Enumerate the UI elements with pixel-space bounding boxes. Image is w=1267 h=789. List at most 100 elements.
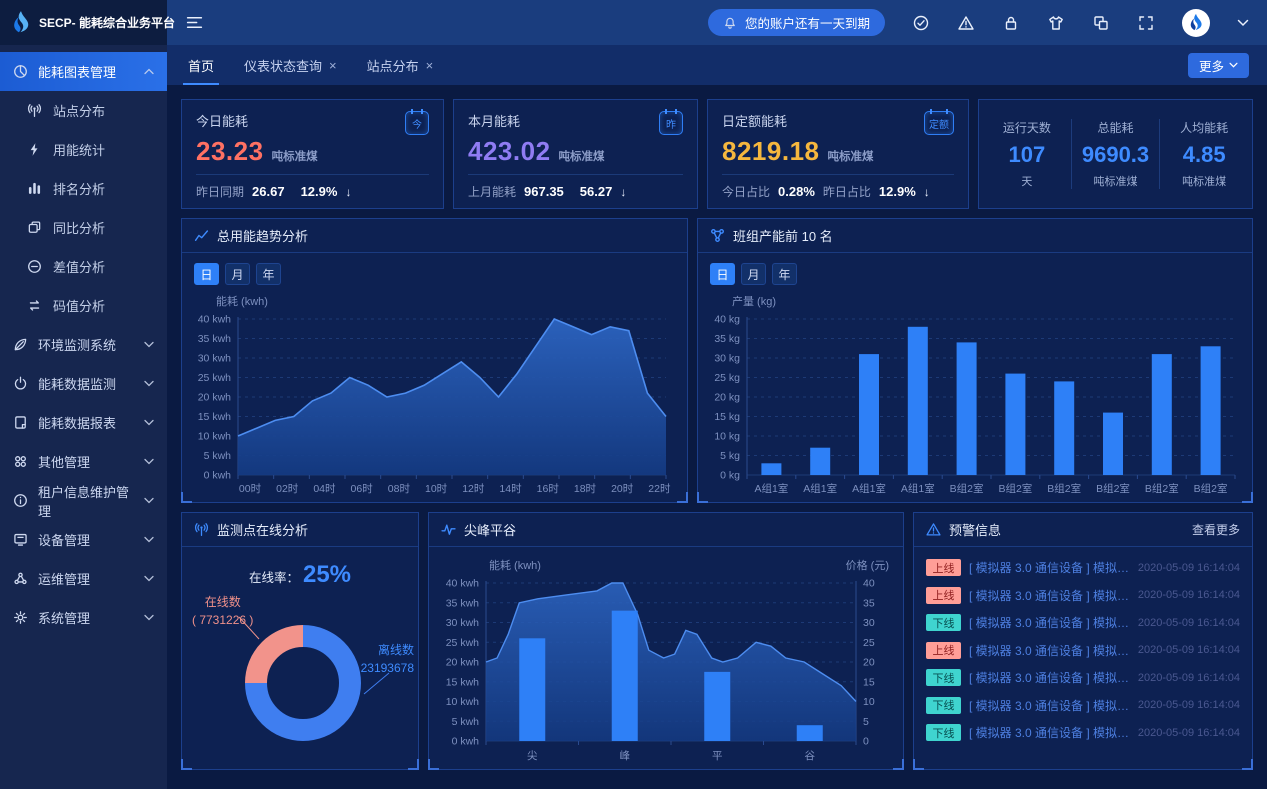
main-content: 今日能耗 今 23.23 吨标准煤 昨日同期 26.67 12.9% ↓ 本月能耗… [167,85,1267,789]
tab-month[interactable]: 月 [225,263,250,285]
switch-language-icon[interactable] [1092,14,1110,32]
tab-day[interactable]: 日 [194,263,219,285]
card-month-energy: 本月能耗 昨 423.02 吨标准煤 上月能耗 967.35 56.27 ↓ [453,99,698,209]
alert-row[interactable]: 下线 [ 模拟器 3.0 通信设备 ] 模拟器 3.0... 2020-05-09 … [926,609,1240,637]
alert-row[interactable]: 上线 [ 模拟器 3.0 通信设备 ] 模拟器 3.0... 2020-05-09 … [926,554,1240,582]
stat-unit: 吨标准煤 [1182,176,1227,188]
theme-palette-icon[interactable] [912,14,930,32]
warning-triangle-icon[interactable] [957,14,975,32]
alert-row[interactable]: 下线 [ 模拟器 3.0 通信设备 ] 模拟器 3.0... 2020-05-09 … [926,664,1240,692]
alert-timestamp: 2020-05-09 16:14:04 [1137,699,1240,712]
antenna-icon [194,522,209,537]
donut-chart-area: 在线数 ( 7731226 ) 离线数 23193678 [182,589,418,769]
alert-row[interactable]: 上线 [ 模拟器 3.0 通信设备 ] 模拟器 3.0... 2020-05-09 … [926,582,1240,610]
tab-meter-status[interactable]: 仪表状态查询 × [229,45,352,85]
tab-site-distribution[interactable]: 站点分布 × [352,45,449,85]
svg-text:30 kwh: 30 kwh [446,617,479,629]
lock-icon[interactable] [1002,14,1020,32]
svg-text:40 kg: 40 kg [714,314,740,326]
alert-timestamp: 2020-05-09 16:14:04 [1137,561,1240,574]
footer-value: 967.35 [524,184,564,199]
sidebar-item-label: 站点分布 [53,104,106,119]
sidebar-group-tenant-info[interactable]: 租户信息维护管理 [0,481,167,520]
sidebar-group-label: 设备管理 [38,533,91,548]
logo[interactable]: SECP- 能耗综合业务平台 [0,0,175,45]
stat-label: 总能耗 [1097,121,1134,135]
chevron-down-icon[interactable] [1237,19,1249,27]
sidebar-item-site-distribution[interactable]: 站点分布 [0,91,167,130]
pulse-icon [441,522,456,537]
alert-text: [ 模拟器 3.0 通信设备 ] 模拟器 3.0... [969,588,1130,603]
footer-value: 12.9% [878,184,916,199]
tab-label: 仪表状态查询 [244,58,323,74]
alert-text: [ 模拟器 3.0 通信设备 ] 模拟器 3.0... [969,561,1130,576]
sidebar-group-energy-data-reports[interactable]: 能耗数据报表 [0,403,167,442]
nodes-triangle-icon [13,571,28,586]
info-circle-icon [13,493,28,508]
sidebar-item-difference-analysis[interactable]: 差值分析 [0,247,167,286]
sidebar-group-label: 租户信息维护管理 [38,484,130,519]
card-daily-quota-energy: 日定额能耗 定额 8219.18 吨标准煤 今日占比 0.28% 昨日占比 12.9… [707,99,969,209]
stat-total-energy: 总能耗 9690.3 吨标准煤 [1070,119,1160,189]
calendar-today-icon: 今 [405,109,429,135]
leaf-icon [13,337,28,352]
sidebar-group-system-management[interactable]: 系统管理 [0,598,167,637]
sidebar-group-device-management[interactable]: 设备管理 [0,520,167,559]
online-count-label: 在线数 ( 7731226 ) [192,595,254,627]
sidebar-group-label: 能耗数据报表 [38,416,117,431]
footer-value: 26.67 [252,184,285,199]
stat-label: 运行天数 [1002,121,1051,135]
tab-day[interactable]: 日 [710,263,735,285]
panel-alerts: 预警信息 查看更多 上线 [ 模拟器 3.0 通信设备 ] 模拟器 3.0... 2… [913,512,1253,770]
tab-month[interactable]: 月 [741,263,766,285]
svg-text:00时: 00时 [238,483,261,495]
sidebar-item-energy-usage-stats[interactable]: 用能统计 [0,130,167,169]
card-footer: 昨日同期 26.67 12.9% ↓ [196,174,429,208]
online-rate-value: 25% [302,561,352,588]
chevron-down-icon [144,497,154,504]
sidebar-item-ranking-analysis[interactable]: 排名分析 [0,169,167,208]
alert-row[interactable]: 下线 [ 模拟器 3.0 通信设备 ] 模拟器 3.0... 2020-05-09 … [926,692,1240,720]
brand-flame-icon [10,10,32,36]
sidebar-item-yoy-analysis[interactable]: 同比分析 [0,208,167,247]
svg-text:20时: 20时 [611,483,634,495]
sidebar-group-energy-data-monitoring[interactable]: 能耗数据监测 [0,364,167,403]
collapse-menu-icon[interactable] [185,13,204,32]
panel-title: 预警信息 [949,523,1002,538]
alert-row[interactable]: 下线 [ 模拟器 3.0 通信设备 ] 模拟器 3.0... 2020-05-09 … [926,719,1240,747]
tab-year[interactable]: 年 [772,263,797,285]
line-chart-icon [194,228,209,243]
tab-year[interactable]: 年 [256,263,281,285]
sidebar-group-other-management[interactable]: 其他管理 [0,442,167,481]
svg-text:35 kg: 35 kg [714,333,740,345]
card-footer: 上月能耗 967.35 56.27 ↓ [468,174,683,208]
user-avatar[interactable] [1182,8,1210,37]
alert-text: [ 模拟器 3.0 通信设备 ] 模拟器 3.0... [969,643,1130,658]
more-tabs-button[interactable]: 更多 [1187,52,1249,78]
sidebar-group-environment-monitoring[interactable]: 环境监测系统 [0,325,167,364]
calendar-quota-icon: 定额 [924,109,954,135]
account-expiry-notice[interactable]: 您的账户还有一天到期 [707,9,885,36]
fullscreen-icon[interactable] [1137,14,1155,32]
alert-row[interactable]: 上线 [ 模拟器 3.0 通信设备 ] 模拟器 3.0... 2020-05-09 … [926,637,1240,665]
tab-home[interactable]: 首页 [173,45,229,85]
calendar-month-icon: 昨 [659,109,683,135]
close-icon[interactable]: × [425,57,434,73]
sidebar-item-code-value-analysis[interactable]: 码值分析 [0,286,167,325]
tshirt-theme-icon[interactable] [1047,14,1065,32]
app-title: SECP- 能耗综合业务平台 [39,16,176,30]
sidebar-group-energy-charts[interactable]: 能耗图表管理 [0,52,167,91]
close-icon[interactable]: × [329,57,337,73]
svg-text:5: 5 [863,716,869,728]
more-label: 更多 [1198,59,1224,74]
sidebar-group-ops-management[interactable]: 运维管理 [0,559,167,598]
svg-text:0: 0 [863,736,869,748]
svg-text:5 kg: 5 kg [720,450,740,462]
chevron-down-icon [144,419,154,426]
energy-trend-chart: 0 kwh 5 kwh 10 kwh 15 kwh 20 kwh 25 kwh 30 kwh… [197,314,670,496]
svg-text:10 kwh: 10 kwh [446,696,479,708]
view-more-link[interactable]: 查看更多 [1191,523,1240,537]
alert-text: [ 模拟器 3.0 通信设备 ] 模拟器 3.0... [969,726,1130,741]
tab-label: 首页 [188,58,215,74]
